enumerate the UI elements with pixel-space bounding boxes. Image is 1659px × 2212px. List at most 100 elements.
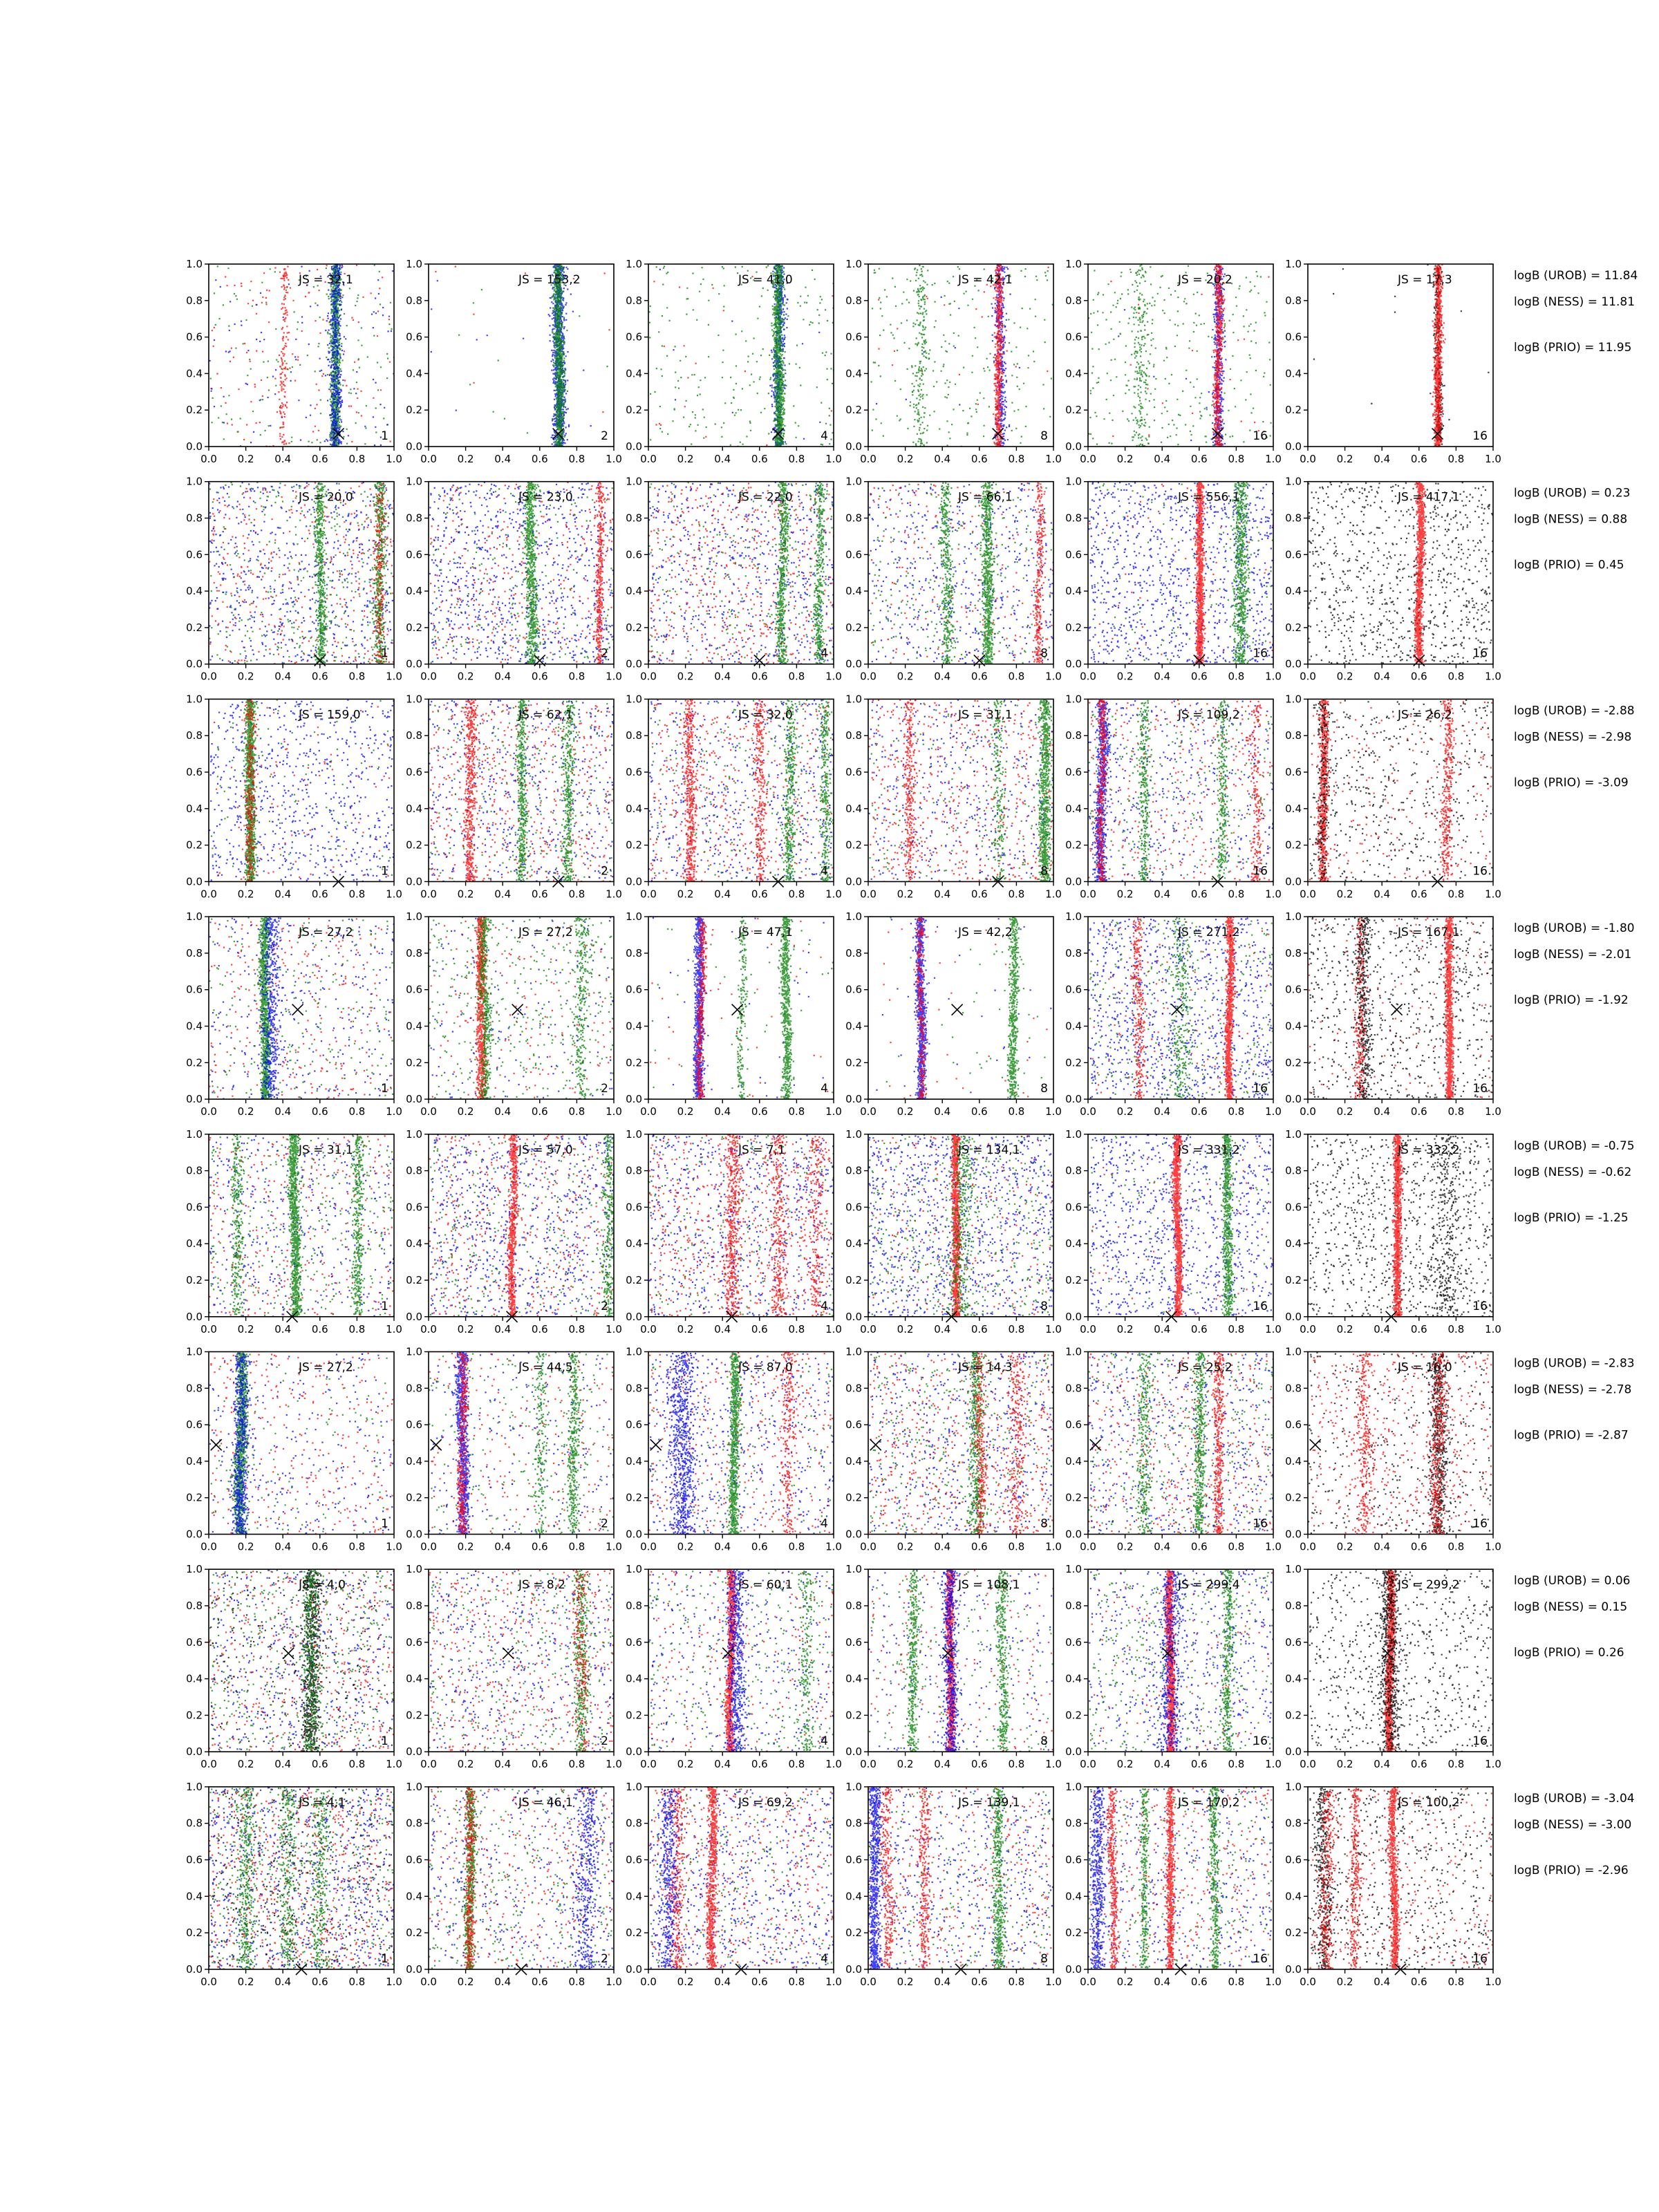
y-tick-label: 0.2 [406, 621, 422, 634]
y-tick-label: 0.2 [1285, 839, 1302, 852]
x-tick-label: 0.4 [934, 888, 950, 900]
scatter-noise-red [429, 1134, 614, 1317]
axes-frame [209, 917, 394, 1099]
y-tick-label: 1.0 [406, 1781, 422, 1793]
scatter-panel: 0.00.00.20.20.40.40.60.60.80.81.01.0JS =… [845, 1563, 1062, 1770]
y-tick-label: 0.0 [1065, 1093, 1082, 1105]
y-tick-label: 0.6 [186, 1418, 203, 1431]
scatter-band-red [705, 1787, 720, 1971]
y-tick-label: 1.0 [1285, 910, 1302, 923]
y-tick-label: 0.0 [1065, 658, 1082, 671]
scatter-points [869, 1352, 1055, 1536]
scatter-noise-red [869, 700, 1056, 883]
scatter-band-green [1138, 1788, 1151, 1971]
y-tick-label: 0.6 [406, 331, 422, 344]
js-annotation: JS = 556,1 [1177, 491, 1240, 505]
x-tick-label: 1.0 [386, 1541, 402, 1553]
scatter-points [1088, 700, 1275, 883]
scatter-points [648, 1569, 834, 1753]
x-tick-label: 0.8 [1447, 888, 1464, 900]
x-tick-label: 0.0 [1300, 671, 1316, 683]
js-annotation: JS = 22,0 [738, 491, 793, 505]
y-tick-label: 1.0 [1065, 1128, 1082, 1141]
x-tick-label: 0.4 [274, 453, 291, 465]
scatter-points [868, 1134, 1055, 1318]
y-tick-label: 0.2 [1065, 621, 1082, 634]
x-tick-label: 0.2 [458, 1541, 474, 1553]
panel-index-label: 2 [601, 1952, 608, 1966]
y-tick-label: 0.8 [406, 1817, 422, 1830]
js-annotation: JS = 170,2 [1177, 1796, 1240, 1810]
scatter-points [649, 264, 835, 448]
scatter-panel: 0.00.00.20.20.40.40.60.60.80.81.01.0JS =… [186, 693, 402, 900]
y-tick-label: 1.0 [626, 1128, 642, 1141]
y-tick-label: 1.0 [1065, 476, 1082, 488]
x-tick-label: 0.6 [751, 1541, 768, 1553]
y-tick-label: 0.8 [186, 512, 203, 525]
y-tick-label: 0.2 [626, 1492, 642, 1504]
y-tick-label: 0.2 [1065, 1709, 1082, 1721]
x-tick-label: 1.0 [606, 888, 622, 900]
y-tick-label: 1.0 [1285, 1563, 1302, 1575]
scatter-noise-green [1089, 1787, 1274, 1970]
y-tick-label: 1.0 [845, 1346, 862, 1358]
y-tick-label: 0.6 [186, 766, 203, 778]
y-tick-label: 0.0 [626, 658, 642, 671]
axes-frame [1088, 264, 1273, 447]
scatter-panel: 0.00.00.20.20.40.40.60.60.80.81.01.0JS =… [1065, 1346, 1282, 1553]
scatter-panel: 0.00.00.20.20.40.40.60.60.80.81.01.0JS =… [1065, 258, 1282, 465]
scatter-panel: 0.00.00.20.20.40.40.60.60.80.81.01.0JS =… [626, 258, 842, 465]
y-tick-label: 0.6 [845, 1636, 862, 1649]
y-tick-label: 0.4 [406, 367, 422, 379]
panel-index-label: 16 [1253, 1082, 1268, 1096]
x-tick-label: 1.0 [1045, 1323, 1062, 1335]
y-tick-label: 0.6 [1285, 331, 1302, 344]
scatter-band-red [1129, 917, 1148, 1100]
x-marker [1090, 1439, 1101, 1450]
x-tick-label: 0.6 [1411, 888, 1427, 900]
x-tick-label: 0.6 [532, 671, 548, 683]
y-tick-label: 0.6 [1285, 1854, 1302, 1866]
y-tick-label: 0.4 [406, 1455, 422, 1468]
x-tick-label: 0.6 [971, 1323, 988, 1335]
x-tick-label: 0.8 [1008, 1976, 1024, 1988]
x-tick-label: 0.4 [934, 1105, 950, 1118]
js-annotation: JS = 299,4 [1177, 1578, 1240, 1592]
y-tick-label: 0.8 [845, 1817, 862, 1830]
y-tick-label: 0.2 [1065, 1274, 1082, 1286]
y-tick-label: 0.8 [406, 294, 422, 307]
logb-annotation: logB (NESS) = -2.98 [1514, 730, 1631, 744]
scatter-panel: 0.00.00.20.20.40.40.60.60.80.81.01.0JS =… [406, 910, 622, 1118]
js-annotation: JS = 134,1 [957, 1143, 1020, 1157]
y-tick-label: 0.8 [186, 947, 203, 959]
x-tick-label: 0.0 [420, 1105, 437, 1118]
scatter-points [1089, 1569, 1275, 1753]
panel-index-label: 16 [1253, 864, 1268, 878]
x-tick-label: 0.4 [1374, 453, 1390, 465]
y-tick-label: 0.4 [186, 1455, 203, 1468]
js-annotation: JS = 69,2 [738, 1796, 793, 1810]
panel-index-label: 2 [601, 864, 608, 878]
y-tick-label: 1.0 [406, 258, 422, 270]
y-tick-label: 0.6 [1065, 984, 1082, 996]
scatter-points [429, 1569, 615, 1753]
scatter-points [1088, 917, 1275, 1100]
x-tick-label: 1.0 [1265, 1105, 1282, 1118]
js-annotation: JS = 167,1 [1397, 926, 1460, 939]
x-tick-label: 0.0 [1080, 1105, 1096, 1118]
scatter-panel: 0.00.00.20.20.40.40.60.60.80.81.01.0JS =… [1065, 693, 1282, 900]
x-tick-label: 0.8 [1447, 671, 1464, 683]
scatter-noise-black [1309, 917, 1494, 1100]
y-tick-label: 0.0 [1285, 1311, 1302, 1323]
panel-index-label: 2 [601, 1300, 608, 1313]
x-tick-label: 0.2 [1337, 1105, 1353, 1118]
scatter-noise-green [649, 265, 835, 448]
panel-index-label: 4 [821, 1082, 828, 1096]
scatter-panel: 0.00.00.20.20.40.40.60.60.80.81.01.0JS =… [626, 1563, 842, 1770]
x-tick-label: 0.0 [200, 888, 217, 900]
y-tick-label: 0.6 [626, 1854, 642, 1866]
x-tick-label: 0.8 [348, 1976, 365, 1988]
x-tick-label: 0.4 [494, 671, 511, 683]
y-tick-label: 0.0 [406, 1093, 422, 1105]
x-tick-label: 0.6 [1411, 1323, 1427, 1335]
